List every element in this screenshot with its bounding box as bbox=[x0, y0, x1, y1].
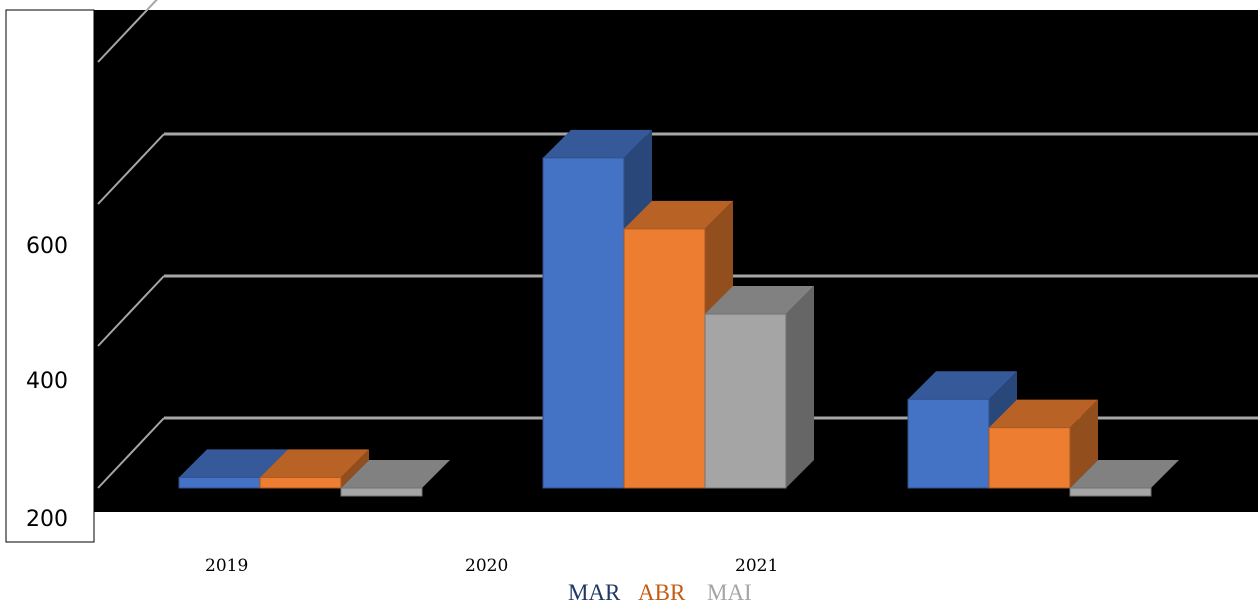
bar-side bbox=[1070, 399, 1098, 488]
bar-mai-2021 bbox=[1069, 487, 1152, 497]
bar-top bbox=[1070, 460, 1179, 488]
bar-mar-2020 bbox=[542, 157, 625, 489]
bar-top bbox=[543, 129, 652, 158]
gridline-depth bbox=[97, 0, 158, 63]
bar-side bbox=[341, 449, 369, 488]
x-tick-label: 2021 bbox=[735, 556, 778, 576]
gridline-depth bbox=[97, 417, 165, 489]
bar-top bbox=[705, 286, 814, 315]
bar-top bbox=[341, 460, 450, 488]
legend-item-abr: ABR bbox=[638, 580, 686, 601]
x-tick-label: 2019 bbox=[205, 556, 248, 576]
bar-top bbox=[908, 371, 1017, 400]
gridline-depth bbox=[97, 275, 165, 347]
legend-item-mar: MAR bbox=[568, 580, 621, 601]
axis-frame bbox=[5, 9, 95, 543]
x-tick-label: 2020 bbox=[465, 556, 508, 576]
gridline-depth bbox=[97, 133, 165, 205]
bar-top bbox=[179, 449, 288, 478]
bar-side bbox=[786, 286, 814, 488]
bar-top bbox=[624, 200, 733, 229]
bar-abr-2019 bbox=[259, 476, 342, 489]
y-tick-label: 400 bbox=[26, 369, 68, 394]
y-tick-label: 600 bbox=[26, 234, 68, 259]
y-tick-label: 200 bbox=[26, 507, 68, 532]
bar-top bbox=[260, 449, 369, 478]
bar-top bbox=[989, 399, 1098, 428]
bar-mar-2019 bbox=[178, 476, 261, 489]
bar-abr-2020 bbox=[623, 228, 706, 489]
legend-item-mai: MAI bbox=[707, 580, 752, 601]
bar-mar-2021 bbox=[907, 398, 990, 489]
bar-mai-2019 bbox=[340, 487, 423, 497]
bar-abr-2021 bbox=[988, 427, 1071, 489]
bar-mai-2020 bbox=[704, 313, 787, 489]
